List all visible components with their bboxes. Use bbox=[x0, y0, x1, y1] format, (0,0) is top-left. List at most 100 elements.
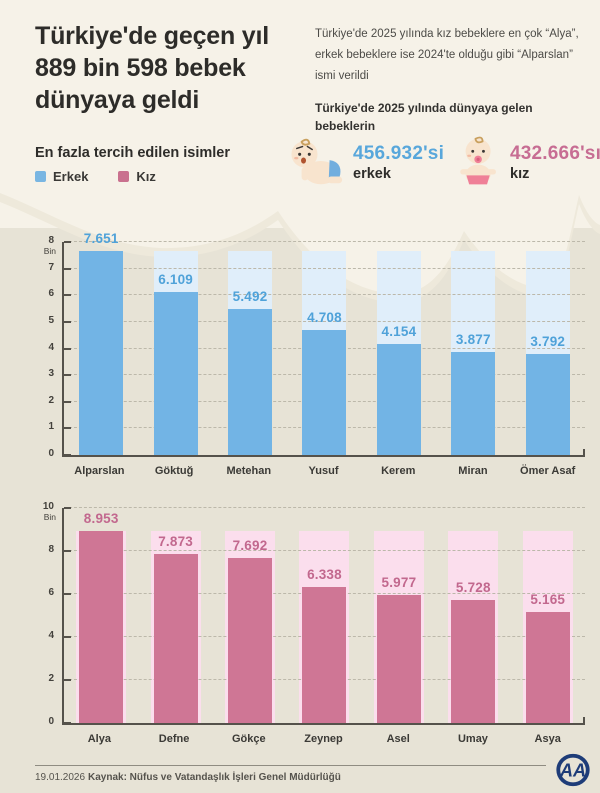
bar-value-label: 4.154 bbox=[381, 324, 417, 340]
bar-column: 6.109 bbox=[138, 242, 212, 455]
category-label: Zeynep bbox=[304, 733, 343, 745]
tick-mark-icon bbox=[64, 550, 71, 552]
boys-bar-chart: 0 1 2 3 4 5 6 7 8 Bin 7.651 6.109 5.492 4.708 4.154 3.8… bbox=[35, 231, 585, 477]
gridline: 8 Bin bbox=[44, 235, 585, 256]
tick-mark-icon bbox=[64, 454, 71, 456]
bar bbox=[525, 611, 570, 723]
footer-date: 19.01.2026 bbox=[35, 772, 86, 783]
girls-bar-chart: 0 2 4 6 8 10 Bin 8.953 7.873 7.692 6.338 5.977 5.728… bbox=[35, 501, 585, 745]
bar-column: 7.692 bbox=[213, 508, 287, 723]
y-tick-label: 3 bbox=[48, 368, 54, 380]
bar-value-label: 5.165 bbox=[530, 591, 566, 607]
category-label: Alya bbox=[87, 733, 111, 745]
bar-value-label: 3.877 bbox=[455, 331, 491, 347]
bar-value-label: 6.109 bbox=[158, 272, 194, 288]
y-tick-label: 1 bbox=[48, 421, 54, 433]
gridline: 5 bbox=[48, 315, 585, 326]
bar-column: 5.977 bbox=[362, 508, 436, 723]
girls-chart-plot: 0 2 4 6 8 10 Bin 8.953 7.873 7.692 6.338 5.977 5.728… bbox=[43, 501, 585, 727]
category-label: Metehan bbox=[226, 465, 272, 477]
bar-column: 5.728 bbox=[436, 508, 510, 723]
y-tick-label: 0 bbox=[48, 448, 54, 459]
tick-mark-icon bbox=[64, 593, 71, 595]
tick-mark-icon bbox=[64, 267, 71, 270]
bar-value-label: 8.953 bbox=[83, 510, 119, 526]
tick-mark-icon bbox=[64, 400, 71, 403]
tick-mark-icon bbox=[64, 636, 71, 638]
stat-boys: 456.932'si erkek bbox=[289, 134, 444, 190]
bar bbox=[451, 351, 496, 455]
legend-item-kiz: Kız bbox=[118, 169, 156, 184]
bar bbox=[376, 344, 421, 455]
bar-value-label: 5.977 bbox=[381, 574, 417, 590]
y-tick-label: 2 bbox=[48, 673, 54, 684]
y-tick-label: 6 bbox=[48, 587, 54, 598]
gridline: 8 bbox=[48, 544, 585, 555]
bar bbox=[302, 586, 347, 723]
category-label: Alparslan bbox=[74, 465, 125, 477]
bar-value-label: 5.492 bbox=[232, 288, 268, 304]
y-tick-label: 6 bbox=[48, 288, 54, 300]
bar bbox=[376, 594, 421, 723]
bar-column: 4.154 bbox=[362, 242, 436, 455]
category-label: Kerem bbox=[381, 465, 416, 477]
y-tick-label: 8 bbox=[48, 235, 54, 246]
bar-value-label: 6.338 bbox=[307, 566, 342, 582]
legend: Erkek Kız bbox=[35, 169, 156, 184]
y-tick-label: 0 bbox=[48, 716, 54, 727]
bar bbox=[525, 354, 570, 455]
bar-column: 5.165 bbox=[511, 508, 585, 723]
legend-label: Erkek bbox=[53, 169, 89, 184]
bar-column: 7.873 bbox=[138, 508, 212, 723]
boys-chart-plot: 0 1 2 3 4 5 6 7 8 Bin 7.651 6.109 5.492 4.708 4.154 3.8… bbox=[44, 231, 585, 459]
y-tick-label: 10 bbox=[42, 501, 54, 512]
bar-column: 8.953 bbox=[64, 508, 138, 723]
axis-unit-label: Bin bbox=[43, 246, 56, 256]
bar bbox=[228, 308, 273, 455]
gridline: 10 Bin bbox=[43, 501, 585, 522]
page-title: Türkiye'de geçen yıl 889 bin 598 bebek d… bbox=[35, 22, 269, 114]
bar bbox=[79, 251, 124, 455]
bar-value-label: 7.692 bbox=[232, 537, 268, 553]
bar-value-label: 7.651 bbox=[83, 231, 119, 247]
bar-value-label: 7.873 bbox=[158, 533, 194, 549]
bar-value-label: 3.792 bbox=[530, 334, 566, 350]
tick-mark-icon bbox=[64, 679, 71, 681]
svg-text:AA: AA bbox=[559, 761, 586, 781]
category-label: Ömer Asaf bbox=[520, 465, 576, 477]
bar-column: 4.708 bbox=[287, 242, 361, 455]
bar-column: 7.651 bbox=[64, 231, 138, 455]
gridline: 6 bbox=[48, 288, 585, 299]
bar bbox=[451, 599, 496, 723]
y-tick-label: 2 bbox=[48, 394, 54, 406]
girls-count-label: kız bbox=[510, 165, 530, 182]
y-tick-label: 4 bbox=[48, 341, 54, 353]
bar-value-label: 5.728 bbox=[455, 579, 491, 595]
bar bbox=[302, 329, 347, 455]
tick-mark-icon bbox=[64, 320, 71, 323]
tick-mark-icon bbox=[64, 347, 71, 350]
category-label: Asya bbox=[534, 733, 561, 745]
category-label: Miran bbox=[458, 465, 488, 477]
subtitle-text: Türkiye'de 2025 yılında dünyaya gelen be… bbox=[315, 101, 533, 133]
kiz-swatch-icon bbox=[118, 171, 130, 182]
category-label: Umay bbox=[457, 733, 488, 745]
footer-source: Kaynak: Nüfus ve Vatandaşlık İşleri Gene… bbox=[88, 772, 341, 783]
bar bbox=[79, 530, 124, 723]
bar-column: 5.492 bbox=[213, 242, 287, 455]
legend-item-erkek: Erkek bbox=[35, 169, 88, 184]
bar-column: 6.338 bbox=[287, 508, 361, 723]
bar-value-label: 4.708 bbox=[307, 309, 342, 325]
cloud-divider bbox=[0, 185, 600, 304]
footer-divider bbox=[35, 765, 546, 766]
bar bbox=[153, 553, 198, 723]
tick-mark-icon bbox=[64, 427, 71, 430]
boys-chart-categories: Alparslan Göktuğ Metehan Yusuf Kerem Miran Öme… bbox=[62, 465, 585, 477]
boys-count-label: erkek bbox=[353, 165, 391, 182]
category-label: Asel bbox=[386, 733, 410, 745]
stat-girls: 432.666'sı kız bbox=[454, 134, 600, 190]
baby-boy-icon bbox=[291, 138, 343, 185]
girls-count: 432.666'sı bbox=[510, 142, 600, 164]
bar bbox=[153, 292, 198, 455]
